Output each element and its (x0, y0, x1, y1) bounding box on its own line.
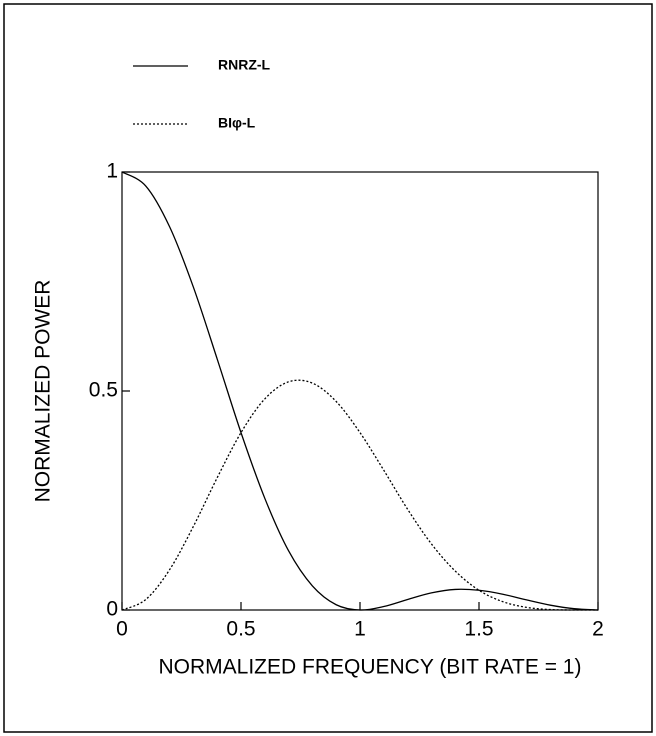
y-axis-label: NORMALIZED POWER (32, 280, 55, 503)
x-tick-label: 2 (592, 618, 604, 641)
y-tick-label: 1 (106, 160, 118, 183)
x-tick-label: 0 (116, 618, 128, 641)
series-line (121, 171, 599, 611)
x-tick-label: 1.5 (464, 618, 493, 641)
y-tick-label: 0.5 (89, 379, 118, 402)
x-tick-label: 1 (354, 618, 366, 641)
series-line (121, 379, 599, 611)
y-tick-label: 0 (106, 598, 118, 621)
x-tick-label: 0.5 (226, 618, 255, 641)
legend-label: BIφ-L (218, 115, 256, 131)
x-axis-label: NORMALIZED FREQUENCY (BIT RATE = 1) (159, 656, 582, 679)
plot-area (121, 171, 599, 611)
frame (3, 3, 653, 733)
legend-label: RNRZ-L (218, 57, 271, 73)
